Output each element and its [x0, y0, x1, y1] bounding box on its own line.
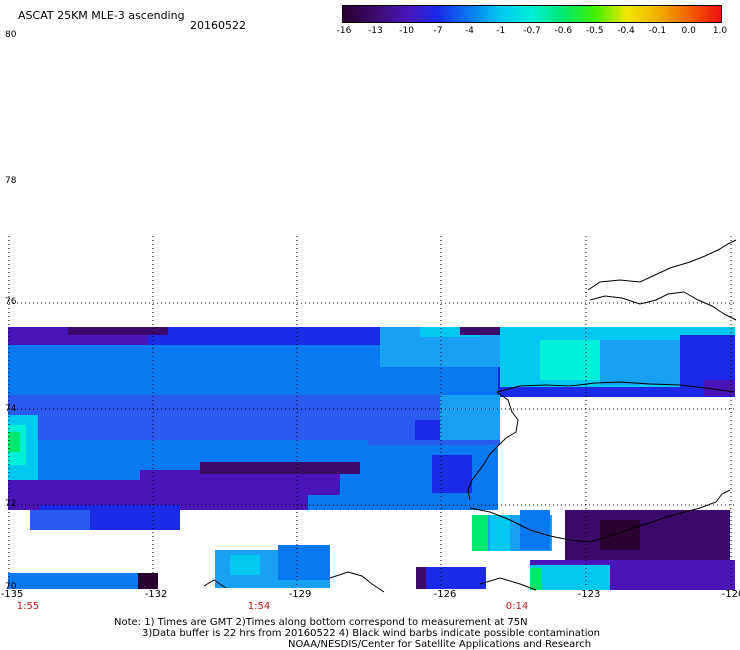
swath-patch-green: [472, 515, 488, 551]
colorbar-label: -0.6: [554, 26, 573, 36]
swath-tail: [440, 395, 500, 440]
swath-cyan-top: [420, 327, 480, 337]
swath-green-edge: [8, 432, 20, 452]
colorbar: [342, 5, 722, 23]
latitude-label: 70: [5, 582, 17, 592]
swath-right-aqua: [540, 340, 600, 380]
coastline-main: [496, 381, 735, 393]
colorbar-label: 0.0: [681, 26, 696, 36]
swath-gulf-green: [530, 568, 542, 590]
swath-bottom-left-2: [30, 510, 90, 530]
latitude-label: 78: [5, 176, 17, 186]
swath-dark-band: [200, 462, 360, 474]
colorbar-label: 1.0: [712, 26, 728, 36]
coastline-banks: [589, 291, 737, 321]
latitude-label: 76: [5, 297, 17, 307]
data-swath: [8, 327, 735, 590]
latitude-label: 74: [5, 404, 17, 414]
longitude-label: -123: [577, 589, 601, 600]
swath-bottom-strip: [8, 573, 158, 589]
longitude-label: -135: [0, 589, 24, 600]
swath-purple-band: [140, 470, 340, 495]
swath-gulf: [565, 510, 730, 568]
colorbar-label: -16: [336, 26, 352, 36]
swath-right-light: [600, 340, 680, 385]
colorbar-label: -4: [464, 26, 474, 36]
colorbar-label: -7: [433, 26, 443, 36]
note-line-3: NOAA/NESDIS/Center for Satellite Applica…: [288, 639, 592, 650]
colorbar-label: -10: [399, 26, 415, 36]
note-line-2: 3)Data buffer is 22 hrs from 20160522 4)…: [142, 628, 600, 639]
swath-dark-top: [460, 327, 500, 335]
graticule: [8, 236, 736, 588]
swath-gulf-dark: [600, 520, 640, 550]
colorbar-label: -0.7: [523, 26, 541, 36]
swath-tail-2: [415, 420, 440, 440]
time-label: 1:55: [16, 601, 40, 612]
swath-bottom-sky: [278, 545, 330, 580]
swath-top-dark: [68, 327, 168, 335]
map-title: ASCAT 25KM MLE-3 ascending: [18, 9, 185, 22]
swath-bottom-purple: [416, 567, 426, 589]
swath-square: [432, 455, 472, 493]
colorbar-label: -1: [496, 26, 506, 36]
time-label: 0:14: [505, 601, 529, 612]
coastline-north: [587, 239, 737, 291]
note-line-1: Note: 1) Times are GMT 2)Times along bot…: [114, 617, 528, 628]
latitude-label: 72: [5, 499, 17, 509]
coastline: [203, 239, 737, 593]
colorbar-label: -0.5: [585, 26, 604, 36]
swath-gulf-cyan: [530, 565, 610, 590]
swath-patch-cyan: [490, 515, 510, 551]
longitude-label: -120: [721, 589, 740, 600]
map-date: 20160522: [190, 19, 246, 32]
colorbar-label: -0.1: [648, 26, 667, 36]
coastline-gulf: [469, 489, 731, 543]
longitude-label: -129: [288, 589, 312, 600]
swath-bottom-dark: [138, 573, 158, 589]
swath-right-violet: [704, 380, 735, 396]
colorbar-label: -0.4: [617, 26, 635, 36]
longitude-label: -132: [144, 589, 168, 600]
coastline-peninsula: [467, 391, 519, 501]
swath-bottom-blue: [416, 567, 486, 589]
coastline-south: [203, 571, 537, 593]
swath-bottom-cyan: [230, 555, 260, 575]
colorbar-label: -13: [367, 26, 383, 36]
swath-patch-sky: [520, 510, 550, 550]
longitude-label: -126: [433, 589, 457, 600]
latitude-label: 80: [5, 30, 17, 40]
time-label: 1:54: [247, 601, 271, 612]
